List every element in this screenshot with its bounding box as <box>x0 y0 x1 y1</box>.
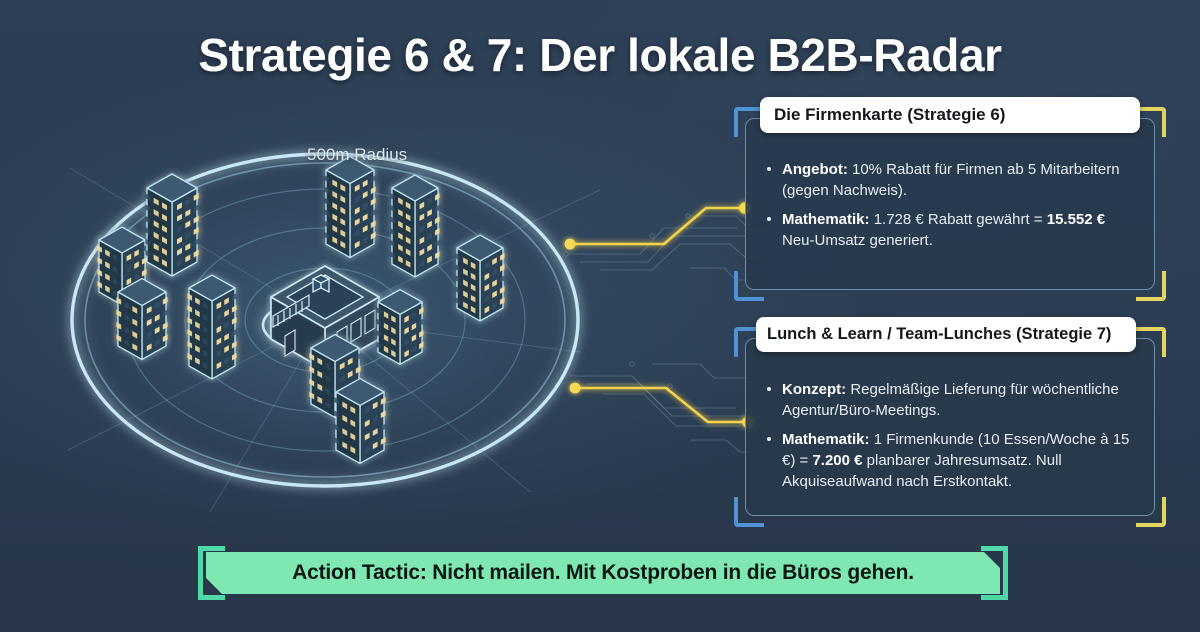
bullet-highlight: 15.552 € <box>1046 210 1106 228</box>
bullet-label: Mathematik: <box>782 210 870 228</box>
corner-bracket-top-right <box>1136 107 1166 137</box>
card-heading: Lunch & Learn / Team-Lunches (Strategie … <box>756 317 1136 352</box>
office-building-icon <box>334 377 386 465</box>
card-body: Konzept: Regelmäßige Lieferung für wöche… <box>764 379 1140 499</box>
corner-bracket-bottom-left <box>734 497 764 527</box>
bullet-text: 1 Firmenkunde (10 Essen/Woche à 15 €) = <box>782 430 1130 469</box>
office-building-icon <box>455 234 505 322</box>
bullet-highlight: 7.200 € <box>812 451 863 469</box>
bullet-label: Konzept: <box>782 381 847 398</box>
corner-bracket-bottom-right <box>1136 497 1166 527</box>
bullet-label: Mathematik: <box>782 430 870 448</box>
banner-body: Action Tactic: Nicht mailen. Mit Kostpro… <box>206 552 1000 594</box>
office-building-icon <box>145 173 199 277</box>
bullet-text: 10% Rabatt für Firmen ab 5 Mitarbeitern … <box>782 161 1120 200</box>
card-strategie-7[interactable]: Lunch & Learn / Team-Lunches (Strategie … <box>734 317 1166 527</box>
corner-bracket-top-right <box>1136 327 1166 357</box>
background-circuit-traces <box>563 213 770 453</box>
bullet-label: Angebot: <box>782 161 848 178</box>
office-building-icon <box>187 274 237 380</box>
office-building-icon <box>376 289 424 365</box>
page-title: Strategie 6 & 7: Der lokale B2B-Radar <box>198 29 1002 81</box>
bullet-text: Neu-Umsatz generiert. <box>782 231 933 249</box>
bullet-list: Konzept: Regelmäßige Lieferung für wöche… <box>764 379 1140 492</box>
bullet-item: Konzept: Regelmäßige Lieferung für wöche… <box>764 379 1140 422</box>
bullet-text: Regelmäßige Lieferung für wöchentliche A… <box>782 381 1119 420</box>
radar-visual: 500m Radius <box>60 120 700 520</box>
bullet-text: planbarer Jahresumsatz. Null Akquiseaufw… <box>782 451 1062 491</box>
bullet-item: Mathematik: 1.728 € Rabatt gewährt = 15.… <box>764 209 1140 252</box>
banner-text: Action Tactic: Nicht mailen. Mit Kostpro… <box>292 561 914 584</box>
action-tactic-banner: Action Tactic: Nicht mailen. Mit Kostpro… <box>198 546 1008 600</box>
radius-label: 500m Radius <box>307 145 408 164</box>
corner-bracket-bottom-right <box>1136 271 1166 301</box>
office-building-icon <box>97 226 147 306</box>
office-building-icon <box>324 155 376 259</box>
radar-outer-ring <box>70 152 580 488</box>
bullet-list: Angebot: 10% Rabatt für Firmen ab 5 Mita… <box>764 159 1140 251</box>
bullet-item: Mathematik: 1 Firmenkunde (10 Essen/Woch… <box>764 429 1140 493</box>
bullet-item: Angebot: 10% Rabatt für Firmen ab 5 Mita… <box>764 159 1140 202</box>
radar-buildings <box>97 155 505 465</box>
card-heading: Die Firmenkarte (Strategie 6) <box>760 97 1140 133</box>
bullet-text: 1.728 € Rabatt gewährt = <box>869 210 1047 228</box>
office-building-icon <box>116 277 168 361</box>
card-strategie-6[interactable]: Die Firmenkarte (Strategie 6) Angebot: 1… <box>734 97 1166 301</box>
card-body: Angebot: 10% Rabatt für Firmen ab 5 Mita… <box>764 159 1140 258</box>
office-building-icon <box>390 174 440 278</box>
connector-card-1 <box>564 202 751 250</box>
